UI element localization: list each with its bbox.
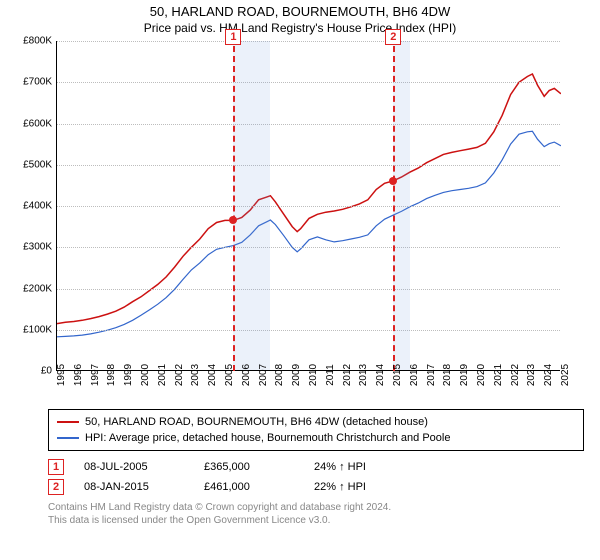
y-tick-label: £400K: [23, 201, 52, 212]
attribution-line-2: This data is licensed under the Open Gov…: [48, 514, 584, 527]
series-subject: [57, 74, 561, 324]
legend-swatch: [57, 421, 79, 423]
x-tick-label: 2025: [560, 364, 571, 386]
events-table: 1 08-JUL-2005 £365,000 24% ↑ HPI 2 08-JAN-201…: [48, 457, 584, 497]
x-tick-label: 2011: [325, 364, 336, 386]
x-tick-label: 2017: [426, 364, 437, 386]
x-tick-label: 1995: [56, 364, 67, 386]
legend-box: 50, HARLAND ROAD, BOURNEMOUTH, BH6 4DW (…: [48, 409, 584, 451]
gridline: [57, 124, 560, 125]
x-tick-label: 2001: [157, 364, 168, 386]
plot-region: 12: [56, 41, 560, 371]
event-dot: [229, 216, 237, 224]
event-table-price: £365,000: [204, 461, 294, 473]
event-table-delta: 24% ↑ HPI: [314, 461, 404, 473]
x-tick-label: 2019: [459, 364, 470, 386]
gridline: [57, 247, 560, 248]
x-tick-label: 2003: [190, 364, 201, 386]
x-tick-label: 2018: [442, 364, 453, 386]
x-tick-label: 2024: [543, 364, 554, 386]
chart-area: 12 £0 £100K £200K £300K £400K £500K £600K £700K…: [8, 41, 568, 401]
y-tick-label: £0: [41, 366, 52, 377]
x-tick-label: 2007: [258, 364, 269, 386]
x-tick-label: 2010: [308, 364, 319, 386]
legend-row: 50, HARLAND ROAD, BOURNEMOUTH, BH6 4DW (…: [57, 414, 575, 430]
gridline: [57, 206, 560, 207]
x-tick-label: 2000: [140, 364, 151, 386]
legend-row: HPI: Average price, detached house, Bour…: [57, 430, 575, 446]
series-hpi: [57, 131, 561, 336]
x-tick-label: 2013: [358, 364, 369, 386]
x-tick-label: 2012: [342, 364, 353, 386]
event-table-delta: 22% ↑ HPI: [314, 481, 404, 493]
x-tick-label: 2005: [224, 364, 235, 386]
y-tick-label: £300K: [23, 242, 52, 253]
event-badge: 1: [225, 29, 241, 45]
gridline: [57, 165, 560, 166]
event-line: [393, 46, 395, 371]
x-tick-label: 2006: [241, 364, 252, 386]
event-table-price: £461,000: [204, 481, 294, 493]
attribution-text: Contains HM Land Registry data © Crown c…: [48, 501, 584, 527]
gridline: [57, 289, 560, 290]
event-table-date: 08-JUL-2005: [84, 461, 184, 473]
x-tick-label: 2023: [526, 364, 537, 386]
x-tick-label: 2014: [375, 364, 386, 386]
event-table-badge: 1: [48, 459, 64, 475]
chart-subtitle: Price paid vs. HM Land Registry's House …: [0, 21, 600, 35]
x-tick-label: 2015: [392, 364, 403, 386]
shaded-range: [393, 41, 409, 370]
x-tick-label: 2016: [409, 364, 420, 386]
y-tick-label: £700K: [23, 77, 52, 88]
x-tick-label: 1996: [73, 364, 84, 386]
x-tick-label: 2021: [493, 364, 504, 386]
x-tick-label: 1998: [106, 364, 117, 386]
attribution-line-1: Contains HM Land Registry data © Crown c…: [48, 501, 584, 514]
event-table-badge: 2: [48, 479, 64, 495]
event-line: [233, 46, 235, 371]
x-tick-label: 2020: [476, 364, 487, 386]
y-tick-label: £100K: [23, 324, 52, 335]
x-tick-label: 2009: [291, 364, 302, 386]
gridline: [57, 41, 560, 42]
shaded-range: [233, 41, 270, 370]
x-tick-label: 1999: [123, 364, 134, 386]
y-tick-label: £600K: [23, 118, 52, 129]
gridline: [57, 82, 560, 83]
y-tick-label: £500K: [23, 159, 52, 170]
legend-label: HPI: Average price, detached house, Bour…: [85, 432, 450, 444]
event-dot: [389, 177, 397, 185]
event-table-date: 08-JAN-2015: [84, 481, 184, 493]
x-tick-label: 2008: [274, 364, 285, 386]
y-tick-label: £800K: [23, 36, 52, 47]
event-badge: 2: [385, 29, 401, 45]
x-tick-label: 2002: [174, 364, 185, 386]
y-tick-label: £200K: [23, 283, 52, 294]
legend-label: 50, HARLAND ROAD, BOURNEMOUTH, BH6 4DW (…: [85, 416, 428, 428]
chart-title: 50, HARLAND ROAD, BOURNEMOUTH, BH6 4DW: [0, 4, 600, 19]
event-table-row: 2 08-JAN-2015 £461,000 22% ↑ HPI: [48, 477, 584, 497]
x-tick-label: 1997: [90, 364, 101, 386]
gridline: [57, 330, 560, 331]
legend-swatch: [57, 437, 79, 439]
x-tick-label: 2004: [207, 364, 218, 386]
x-tick-label: 2022: [510, 364, 521, 386]
event-table-row: 1 08-JUL-2005 £365,000 24% ↑ HPI: [48, 457, 584, 477]
